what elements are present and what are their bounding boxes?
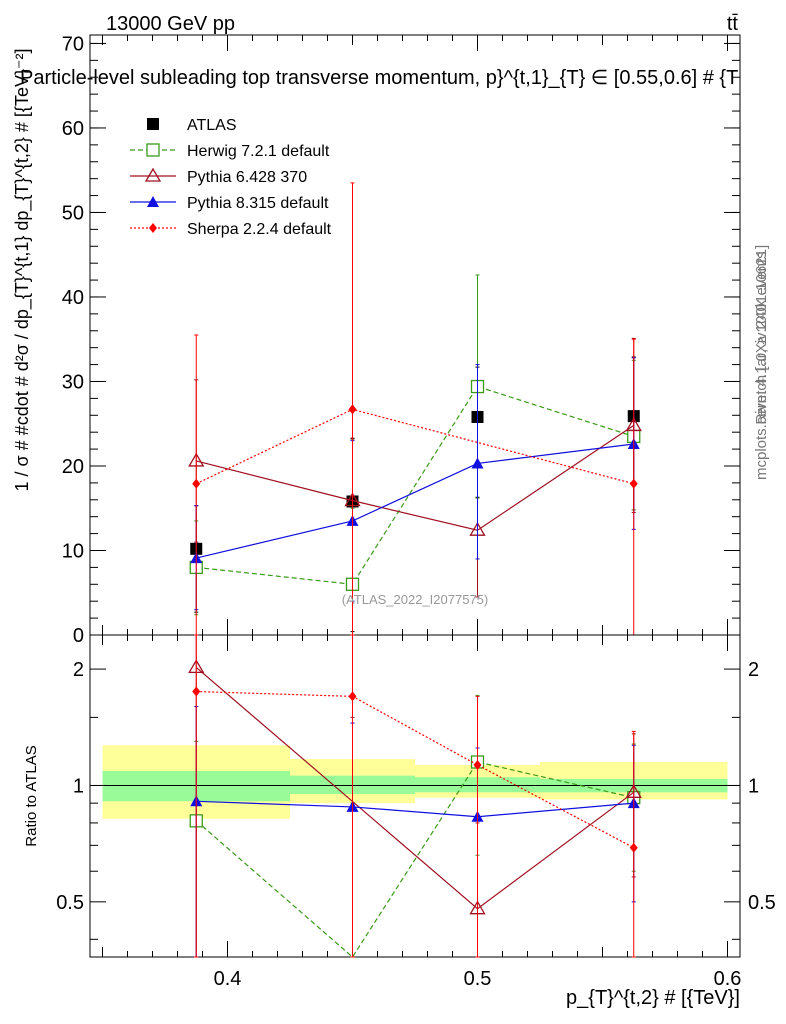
legend-label: Pythia 6.428 370 <box>187 169 307 186</box>
legend-marker <box>144 167 162 182</box>
legend-label: ATLAS <box>187 117 237 134</box>
y-tick-label: 70 <box>62 33 84 55</box>
data-point <box>192 478 201 489</box>
mcplots-label: mcplots.cern.ch [arXiv:2401.10621] <box>753 245 770 480</box>
y-tick-label: 20 <box>62 456 84 478</box>
series-sherpa <box>192 182 638 636</box>
y-tick-label: 10 <box>62 540 84 562</box>
legend-marker <box>147 118 159 130</box>
x-tick-label: 0.5 <box>464 968 492 990</box>
y-tick-label: 0.5 <box>56 892 84 914</box>
legend-marker <box>149 223 157 233</box>
main-ylabel: 1 / σ # #cdot # d²σ / dp_{T}^{t,1} dp_{T… <box>12 49 33 492</box>
y-tick-label: 60 <box>62 118 84 140</box>
y-tick-label: 0.5 <box>748 892 776 914</box>
series-pythia8 <box>190 706 640 958</box>
legend-label: Pythia 8.315 default <box>187 195 329 212</box>
series-line <box>196 424 635 531</box>
ratio-series <box>90 634 740 958</box>
y-tick-label: 1 <box>748 775 759 797</box>
ratio-frame <box>89 634 741 958</box>
legend-entry: Pythia 6.428 370 <box>130 167 307 186</box>
y-tick-label: 40 <box>62 287 84 309</box>
data-point <box>473 759 482 770</box>
series-herwig <box>189 274 641 636</box>
y-tick-label: 2 <box>73 659 84 681</box>
series-line <box>195 761 634 958</box>
y-tick-label: 2 <box>748 659 759 681</box>
x-tick-label: 0.4 <box>214 968 242 990</box>
series-atlas <box>190 356 640 633</box>
data-point <box>629 842 638 853</box>
series-pythia8 <box>190 357 640 611</box>
series-line <box>195 408 634 485</box>
main-series <box>188 182 642 636</box>
ratio-axes: 0.5 0.5 1 1 2 2 0.4 0.5 0.6 <box>56 635 776 990</box>
series-line <box>196 800 634 818</box>
legend-label: Sherpa 2.2.4 default <box>187 221 332 238</box>
legend-label: Herwig 7.2.1 default <box>187 143 330 160</box>
data-point <box>192 686 201 697</box>
rivet-label: Rivet 4.1.0, ≥ 100k events <box>753 251 770 424</box>
legend-entry: Sherpa 2.2.4 default <box>130 221 332 238</box>
y-tick-label: 1 <box>73 775 84 797</box>
data-point <box>348 404 357 415</box>
series-sherpa <box>192 634 638 958</box>
data-point <box>471 457 484 469</box>
series-pythia6 <box>188 337 642 636</box>
legend-entry: Herwig 7.2.1 default <box>130 143 330 160</box>
series-line <box>196 385 634 585</box>
y-tick-label: 30 <box>62 371 84 393</box>
series-herwig <box>189 694 641 958</box>
data-point <box>348 691 357 702</box>
legend-marker <box>147 196 159 207</box>
analysis-id: (ATLAS_2022_I2077575) <box>342 592 488 607</box>
ratio-ylabel: Ratio to ATLAS <box>23 745 40 846</box>
x-axis-label: p_{T}^{t,2} # [{TeV}] <box>566 987 740 1009</box>
legend-entry: ATLAS <box>147 117 237 134</box>
series-line <box>196 443 634 559</box>
legend-marker <box>146 143 160 157</box>
legend-entry: Pythia 8.315 default <box>130 195 329 212</box>
ratio-panel: 0.5 0.5 1 1 2 2 0.4 0.5 0.6 Ratio to ATLAS p_{T}… <box>23 634 776 1009</box>
main-panel: 0 10 20 30 40 50 60 70 (ATLAS_2022_I2077575) Pa… <box>12 33 741 647</box>
main-axes: 0 10 20 30 40 50 60 70 <box>62 33 740 647</box>
y-tick-label: 50 <box>62 202 84 224</box>
legend: ATLAS Herwig 7.2.1 default Pythia 6.428 37… <box>130 117 332 238</box>
x-tick-label: 0.6 <box>714 968 742 990</box>
plot-title: Particle-level subleading top transverse… <box>20 67 738 89</box>
energy-label: 13000 GeV pp <box>106 13 235 35</box>
data-point <box>629 478 638 489</box>
process-label: tt̄ <box>727 13 739 35</box>
y-tick-label: 0 <box>73 625 84 647</box>
